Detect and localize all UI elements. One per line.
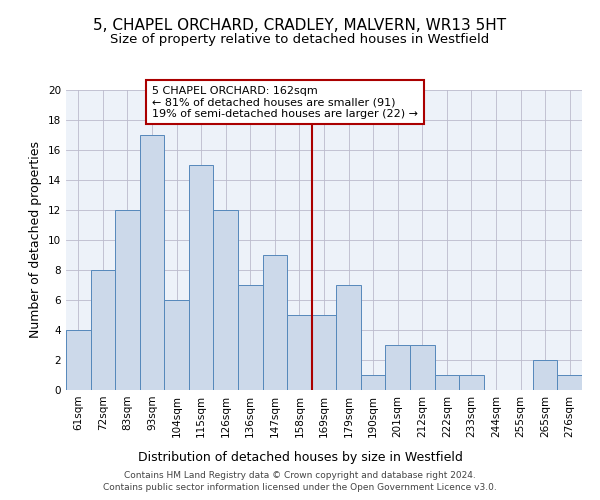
Bar	[385, 345, 410, 390]
Bar	[410, 345, 434, 390]
Bar	[287, 315, 312, 390]
Bar	[336, 285, 361, 390]
Bar	[312, 315, 336, 390]
Bar	[238, 285, 263, 390]
Bar	[459, 375, 484, 390]
Bar	[533, 360, 557, 390]
Bar	[214, 210, 238, 390]
Bar	[263, 255, 287, 390]
Bar	[140, 135, 164, 390]
Bar	[164, 300, 189, 390]
Text: 5 CHAPEL ORCHARD: 162sqm
← 81% of detached houses are smaller (91)
19% of semi-d: 5 CHAPEL ORCHARD: 162sqm ← 81% of detach…	[152, 86, 418, 118]
Text: Distribution of detached houses by size in Westfield: Distribution of detached houses by size …	[137, 451, 463, 464]
Bar	[91, 270, 115, 390]
Bar	[557, 375, 582, 390]
Bar	[115, 210, 140, 390]
Text: Contains HM Land Registry data © Crown copyright and database right 2024.
Contai: Contains HM Land Registry data © Crown c…	[103, 471, 497, 492]
Text: Size of property relative to detached houses in Westfield: Size of property relative to detached ho…	[110, 32, 490, 46]
Text: 5, CHAPEL ORCHARD, CRADLEY, MALVERN, WR13 5HT: 5, CHAPEL ORCHARD, CRADLEY, MALVERN, WR1…	[94, 18, 506, 32]
Bar	[189, 165, 214, 390]
Bar	[66, 330, 91, 390]
Bar	[361, 375, 385, 390]
Y-axis label: Number of detached properties: Number of detached properties	[29, 142, 43, 338]
Bar	[434, 375, 459, 390]
